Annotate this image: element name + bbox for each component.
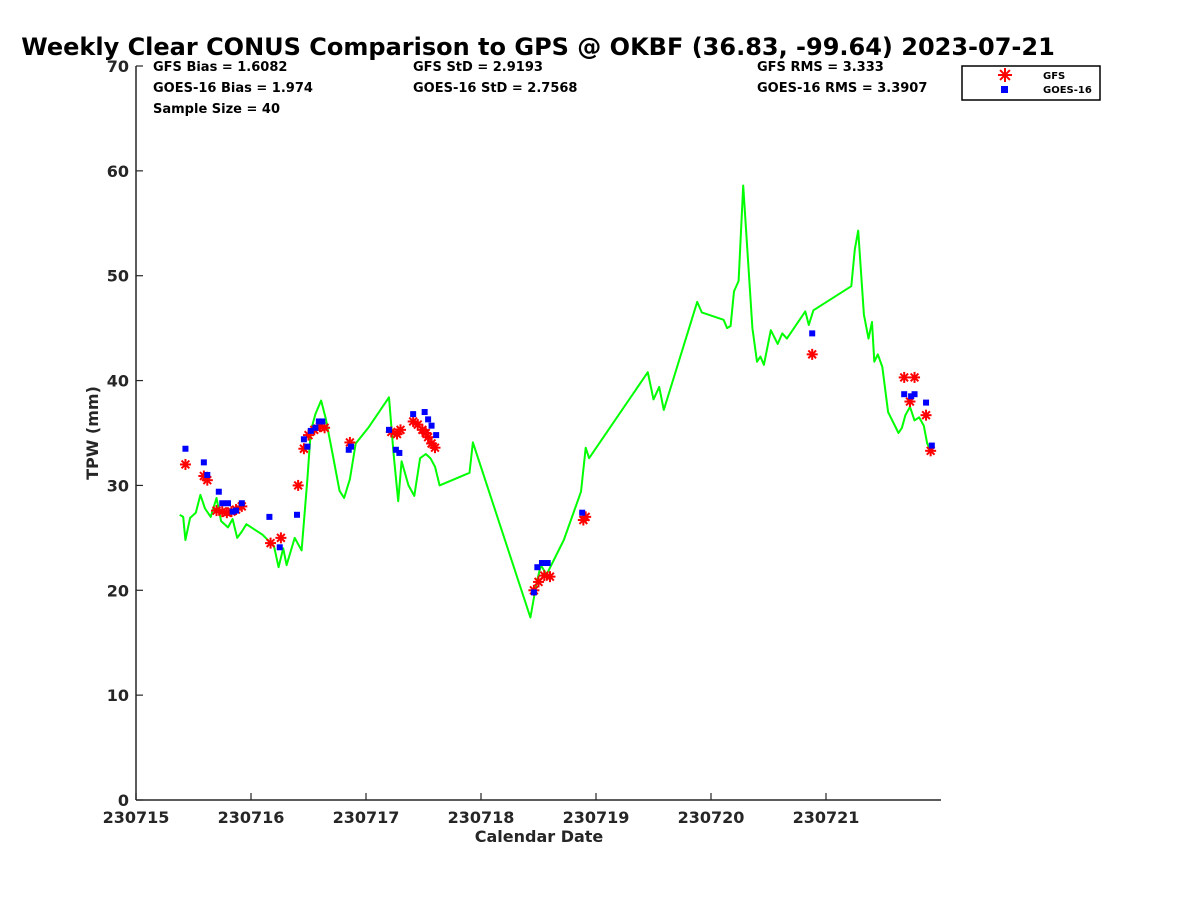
x-tick-label: 230716 — [218, 808, 285, 827]
stat-gfs-std: GFS StD = 2.9193 — [413, 60, 543, 75]
goes16-point — [928, 442, 935, 449]
y-tick-label: 70 — [107, 57, 129, 76]
goes16-point — [294, 511, 300, 518]
goes16-point — [901, 391, 908, 398]
y-tick-label: 30 — [107, 476, 129, 495]
goes16-point — [315, 418, 322, 425]
legend-goes-label: GOES-16 — [1043, 85, 1092, 96]
goes16-point — [410, 411, 417, 418]
chart-title: Weekly Clear CONUS Comparison to GPS @ O… — [21, 33, 1055, 61]
x-axis-label: Calendar Date — [475, 827, 604, 846]
goes16-point — [579, 509, 586, 516]
legend-box — [961, 65, 1101, 101]
goes16-point — [538, 560, 545, 567]
stat-gfs-bias: GFS Bias = 1.6082 — [153, 60, 287, 75]
y-tick-label: 20 — [107, 581, 129, 600]
goes16-point — [238, 500, 245, 507]
goes16-point — [544, 560, 551, 567]
series-goes-layer — [182, 330, 935, 596]
gfs-point — [292, 479, 304, 491]
goes16-point — [276, 544, 283, 551]
gfs-point — [806, 348, 818, 360]
goes16-point — [534, 564, 541, 571]
goes16-point — [312, 424, 319, 431]
gfs-point — [319, 422, 331, 434]
gfs-point — [265, 537, 277, 549]
x-axis-ticks: 230715 230716 230717 230718 230719 230720 2307… — [103, 793, 860, 827]
x-tick-label: 230715 — [103, 808, 170, 827]
goes16-point — [421, 409, 428, 416]
goes16-point — [182, 445, 189, 452]
goes16-point — [345, 446, 352, 453]
axes — [135, 66, 941, 801]
y-tick-label: 50 — [107, 267, 129, 286]
gfs-point — [179, 458, 191, 470]
goes16-point — [428, 422, 435, 429]
goes16-point — [911, 391, 918, 398]
legend-gfs-asterisk — [998, 68, 1012, 82]
x-tick-label: 230718 — [448, 808, 515, 827]
x-tick-label: 230720 — [678, 808, 745, 827]
legend-gfs-label: GFS — [1043, 71, 1065, 82]
legend-goes-marker — [1001, 86, 1008, 93]
x-tick-label: 230717 — [333, 808, 400, 827]
y-tick-label: 10 — [107, 686, 129, 705]
series-gfs-layer — [179, 348, 937, 596]
goes16-point — [923, 399, 930, 406]
goes16-point — [425, 416, 432, 423]
gfs-point — [920, 409, 932, 421]
goes16-point — [319, 418, 326, 425]
stat-goes-bias: GOES-16 Bias = 1.974 — [153, 81, 313, 96]
goes16-point — [392, 446, 399, 453]
goes16-point — [219, 500, 226, 507]
y-tick-label: 40 — [107, 372, 129, 391]
goes16-point — [530, 589, 537, 596]
stat-gfs-rms: GFS RMS = 3.333 — [757, 60, 884, 75]
stat-goes-std: GOES-16 StD = 2.7568 — [413, 81, 577, 96]
x-tick-label: 230721 — [793, 808, 860, 827]
gfs-point — [544, 571, 556, 583]
goes16-point — [386, 426, 392, 433]
legend: GFS GOES-16 — [961, 65, 1101, 101]
y-tick-label: 60 — [107, 162, 129, 181]
goes16-point — [396, 449, 403, 456]
goes16-point — [307, 427, 314, 434]
stat-sample-size: Sample Size = 40 — [153, 102, 280, 117]
gfs-point — [395, 424, 406, 436]
gfs-point — [909, 371, 921, 383]
goes16-point — [204, 471, 211, 478]
y-axis-ticks: 0 10 20 30 40 50 60 70 — [107, 57, 143, 810]
x-tick-label: 230719 — [563, 808, 630, 827]
goes16-point — [215, 488, 222, 495]
goes16-point — [233, 507, 240, 514]
y-tick-label: 0 — [118, 791, 129, 810]
goes16-point — [908, 393, 915, 400]
gfs-point — [898, 371, 910, 383]
goes16-point — [809, 330, 816, 337]
goes16-point — [304, 443, 311, 450]
goes16-point — [300, 436, 307, 443]
goes16-point — [200, 459, 207, 466]
legend-gfs-marker — [998, 68, 1012, 82]
gfs-point — [429, 442, 441, 454]
stat-goes-rms: GOES-16 RMS = 3.3907 — [757, 81, 927, 96]
goes16-point — [229, 508, 236, 515]
goes16-point — [225, 500, 231, 507]
goes16-point — [348, 443, 355, 450]
gfs-point — [580, 511, 592, 523]
y-axis-label: TPW (mm) — [83, 386, 102, 480]
goes16-point — [266, 513, 273, 520]
gfs-point — [275, 532, 287, 544]
goes16-point — [433, 432, 440, 439]
